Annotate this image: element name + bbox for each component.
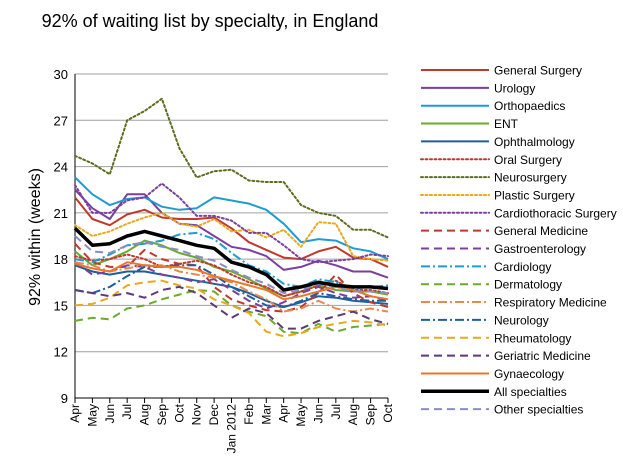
x-tick-label: May	[294, 404, 308, 427]
legend-label: Orthopaedics	[494, 99, 565, 113]
y-tick-label: 27	[54, 113, 68, 128]
legend-label: Respiratory Medicine	[494, 296, 607, 310]
legend-label: Urology	[494, 81, 535, 95]
chart-title: 92% of waiting list by specialty, in Eng…	[42, 11, 379, 31]
series-line-neurology	[74, 264, 388, 308]
series-line-oral-surgery	[74, 253, 389, 298]
series-line-neurosurgery	[74, 97, 389, 239]
x-tick-label: Jun	[103, 404, 117, 423]
series-lines	[73, 97, 389, 338]
legend-label: Neurosurgery	[494, 171, 567, 185]
y-tick-label: 30	[54, 67, 68, 82]
legend-label: Other specialties	[494, 403, 583, 417]
y-tick-label: 24	[54, 160, 68, 175]
legend-label: All specialties	[494, 385, 567, 399]
x-tick-label: Mar	[259, 404, 273, 425]
x-tick-label: Dec	[207, 404, 221, 425]
series-line-geriatric-medicine	[74, 285, 389, 330]
series-line-respiratory-medicine	[74, 261, 389, 313]
x-tick-label: Apr	[68, 404, 82, 423]
legend-label: Gynaecology	[494, 367, 564, 381]
x-tick-label: Sep	[364, 404, 378, 426]
x-tick-label: Jun	[311, 404, 325, 423]
y-tick-label: 15	[54, 298, 68, 313]
series-line-plastic-surgery	[74, 211, 389, 262]
x-tick-label: May	[85, 404, 99, 427]
x-tick-label: Sep	[155, 404, 169, 426]
legend-label: Ophthalmology	[494, 135, 575, 149]
legend-label: Neurology	[494, 313, 549, 327]
series-line-ent	[74, 239, 389, 298]
x-tick-label: Oct	[381, 403, 395, 422]
legend-label: General Surgery	[494, 64, 582, 78]
y-tick-label: 9	[61, 391, 68, 406]
x-tick-label: Nov	[190, 404, 204, 425]
x-tick-label: Feb	[242, 404, 256, 425]
x-tick-label: Aug	[138, 404, 152, 425]
legend-label: Cardiothoracic Surgery	[494, 206, 617, 220]
x-tick-label: Jan 2012	[225, 404, 239, 454]
x-tick-label: Apr	[277, 404, 291, 423]
series-line-all-specialties	[73, 227, 389, 292]
series-line-urology	[74, 189, 389, 279]
x-tick-label: Jul	[329, 404, 343, 419]
x-tick-label: Oct	[172, 403, 186, 422]
x-tick-label: Jul	[120, 404, 134, 419]
series-line-general-surgery	[74, 196, 389, 268]
y-tick-label: 12	[54, 345, 68, 360]
gridlines	[75, 73, 388, 399]
series-line-ophthalmology	[74, 264, 389, 308]
series-line-rheumatology	[74, 279, 389, 338]
legend-label: ENT	[494, 117, 519, 131]
series-line-cardiothoracic-surgery	[74, 182, 389, 264]
series-line-orthopaedics	[74, 176, 389, 261]
legend-label: Oral Surgery	[494, 153, 562, 167]
legend-label: Rheumatology	[494, 331, 571, 345]
legend-label: Plastic Surgery	[494, 188, 575, 202]
legend-label: Geriatric Medicine	[494, 349, 591, 363]
legend-label: Dermatology	[494, 278, 562, 292]
legend-label: Cardiology	[494, 260, 551, 274]
legend: General Surgery Urology Orthopaedics ENT Oph…	[420, 64, 617, 417]
x-tick-label: Aug	[346, 404, 360, 425]
series-line-gastroenterology	[74, 261, 389, 310]
y-axis-label: 92% within (weeks)	[27, 168, 44, 306]
legend-label: General Medicine	[494, 224, 588, 238]
series-line-general-medicine	[74, 243, 389, 313]
series-line-dermatology	[74, 289, 389, 335]
y-tick-label: 18	[54, 252, 68, 267]
y-tick-label: 21	[54, 206, 68, 221]
legend-label: Gastroenterology	[494, 242, 586, 256]
